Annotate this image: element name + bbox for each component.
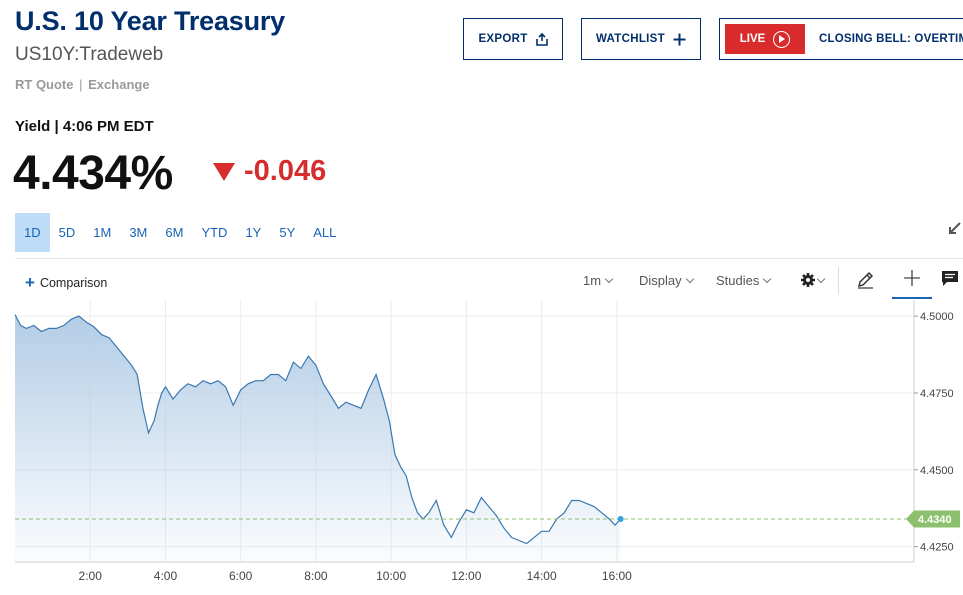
plus-icon bbox=[673, 33, 686, 45]
last-value-label: 4.4340 bbox=[918, 514, 952, 526]
range-1y[interactable]: 1Y bbox=[245, 225, 262, 240]
display-dropdown[interactable]: Display bbox=[639, 273, 694, 288]
chevron-down-icon bbox=[685, 274, 694, 283]
range-1m[interactable]: 1M bbox=[93, 225, 112, 240]
x-tick-label: 12:00 bbox=[451, 569, 481, 583]
range-5y[interactable]: 5Y bbox=[279, 225, 296, 240]
studies-label: Studies bbox=[716, 273, 760, 288]
comparison-button[interactable]: + Comparison bbox=[25, 273, 108, 292]
symbol-label: US10Y:Tradeweb bbox=[15, 44, 164, 65]
chevron-down-icon[interactable] bbox=[816, 274, 826, 284]
range-5d[interactable]: 5D bbox=[58, 225, 76, 240]
interval-dropdown[interactable]: 1m bbox=[583, 273, 614, 288]
comment-icon[interactable] bbox=[941, 270, 959, 287]
divider bbox=[15, 258, 963, 259]
range-1d[interactable]: 1D bbox=[15, 213, 50, 252]
live-show-title: CLOSING BELL: OVERTIME bbox=[819, 33, 963, 45]
x-tick-label: 8:00 bbox=[304, 569, 328, 583]
y-tick-label: 4.4250 bbox=[920, 542, 954, 554]
range-selector: 1D 5D 1M 3M 6M YTD 1Y 5Y ALL bbox=[15, 213, 345, 252]
x-tick-label: 16:00 bbox=[602, 569, 632, 583]
live-banner[interactable]: LIVE CLOSING BELL: OVERTIME bbox=[719, 18, 963, 60]
export-button[interactable]: EXPORT bbox=[463, 18, 563, 60]
interval-label: 1m bbox=[583, 273, 602, 288]
yield-chart[interactable]: 4.5000 4.4750 4.4500 4.4250 2:00 4:00 6:00 8:00… bbox=[0, 300, 963, 595]
watchlist-button[interactable]: WATCHLIST bbox=[581, 18, 701, 60]
y-tick-label: 4.4500 bbox=[920, 465, 954, 477]
last-price: 4.434% bbox=[13, 147, 173, 200]
play-icon bbox=[773, 30, 791, 48]
x-tick-label: 4:00 bbox=[154, 569, 178, 583]
yield-timestamp: Yield | 4:06 PM EDT bbox=[15, 118, 154, 135]
crosshair-tool[interactable] bbox=[892, 268, 932, 299]
watchlist-label: WATCHLIST bbox=[596, 33, 665, 45]
chevron-down-icon bbox=[763, 274, 772, 283]
y-tick-label: 4.5000 bbox=[920, 311, 954, 323]
chevron-down-icon bbox=[604, 274, 614, 283]
live-badge[interactable]: LIVE bbox=[725, 24, 805, 54]
range-all[interactable]: ALL bbox=[313, 225, 337, 240]
page-title: U.S. 10 Year Treasury bbox=[15, 6, 285, 36]
last-point bbox=[617, 515, 624, 522]
down-arrow-icon bbox=[213, 163, 235, 181]
y-tick-label: 4.4750 bbox=[920, 388, 954, 400]
x-tick-label: 2:00 bbox=[79, 569, 103, 583]
toolbar-separator bbox=[838, 267, 839, 295]
x-tick-label: 10:00 bbox=[376, 569, 406, 583]
plus-icon: + bbox=[25, 273, 35, 292]
studies-dropdown[interactable]: Studies bbox=[716, 273, 772, 288]
price-change: -0.046 bbox=[244, 155, 327, 187]
range-6m[interactable]: 6M bbox=[165, 225, 184, 240]
export-icon bbox=[535, 32, 548, 46]
export-label: EXPORT bbox=[478, 33, 528, 45]
comparison-label: Comparison bbox=[39, 276, 108, 290]
crosshair-icon bbox=[904, 270, 920, 286]
display-label: Display bbox=[639, 273, 682, 288]
quote-separator: | bbox=[79, 77, 83, 92]
settings-icon[interactable] bbox=[800, 272, 816, 288]
quote-meta: RT Quote | Exchange bbox=[15, 77, 150, 92]
range-ytd[interactable]: YTD bbox=[201, 225, 228, 240]
live-label: LIVE bbox=[739, 33, 766, 45]
x-tick-label: 6:00 bbox=[229, 569, 253, 583]
pencil-icon[interactable] bbox=[856, 270, 875, 289]
quote-type: RT Quote bbox=[15, 77, 74, 92]
x-tick-label: 14:00 bbox=[527, 569, 557, 583]
series-line bbox=[14, 314, 622, 545]
area-fill bbox=[15, 314, 621, 562]
expand-icon[interactable] bbox=[947, 222, 961, 236]
range-3m[interactable]: 3M bbox=[129, 225, 148, 240]
exchange-label: Exchange bbox=[88, 77, 150, 92]
last-value-badge bbox=[906, 510, 960, 528]
